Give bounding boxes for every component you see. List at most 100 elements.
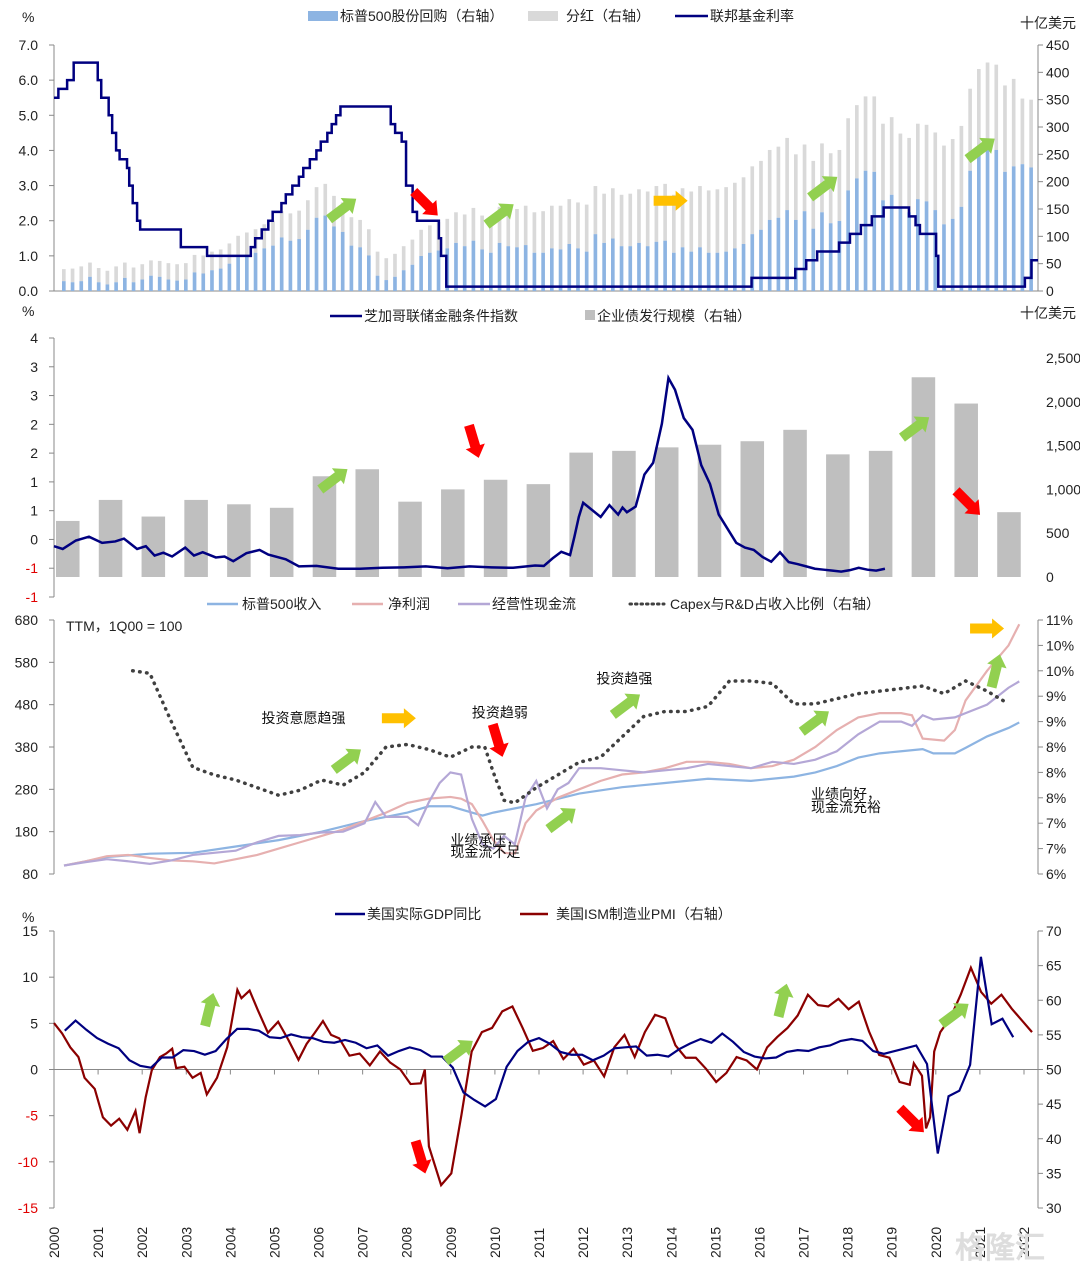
- buyback-bar: [977, 152, 981, 291]
- annotation-text: 投资趋强: [596, 671, 652, 687]
- left-tick-label: 380: [15, 739, 39, 755]
- green-arrow-up-right: [317, 468, 348, 494]
- buyback-bar: [802, 211, 807, 291]
- buyback-bar: [593, 234, 598, 291]
- bond-issuance-bar: [569, 452, 593, 577]
- buyback-bar: [367, 255, 371, 291]
- buyback-bar: [245, 254, 249, 291]
- x-tick-label: 2014: [663, 1227, 679, 1258]
- bond-issuance-bar: [954, 403, 978, 577]
- buyback-bar: [332, 226, 336, 291]
- dividend-bar: [358, 219, 362, 248]
- dividend-bar: [489, 217, 493, 253]
- right-tick-label: 10%: [1046, 637, 1074, 653]
- buyback-bar: [1029, 167, 1033, 291]
- right-tick-label: 300: [1046, 119, 1070, 135]
- dividend-bar: [428, 225, 432, 253]
- buyback-bar: [314, 217, 319, 291]
- green-arrow-up-right: [938, 1003, 969, 1029]
- panel4-header: % 美国实际GDP同比 美国ISM制造业PMI（右轴）: [22, 906, 732, 925]
- buyback-bar: [323, 215, 328, 291]
- dividend-bar: [1003, 85, 1007, 172]
- buyback-bar: [157, 276, 162, 291]
- buyback-bar: [785, 210, 789, 291]
- x-tick-label: 2020: [928, 1227, 944, 1258]
- legend-swatch-dividend: [528, 11, 558, 21]
- bond-issuance-bar: [184, 499, 208, 577]
- buyback-bar: [419, 256, 423, 291]
- dividend-bar: [497, 206, 502, 243]
- x-tick-label: 2013: [619, 1227, 635, 1258]
- x-tick-label: 2005: [266, 1227, 282, 1258]
- left-tick-label: 2: [30, 445, 38, 461]
- dividend-bar: [192, 254, 197, 273]
- dividend-bar: [419, 229, 423, 257]
- dividend-bar: [619, 194, 624, 247]
- buyback-bar: [166, 279, 171, 291]
- right-tick-label: 2,000: [1046, 394, 1080, 410]
- right-tick-label: 500: [1046, 525, 1070, 541]
- red-arrow-down: [410, 1139, 432, 1174]
- dividend-bar: [384, 258, 389, 281]
- legend-label-fedrate: 联邦基金利率: [710, 8, 794, 24]
- buyback-bar: [253, 252, 258, 291]
- right-tick-label: 2,500: [1046, 350, 1080, 366]
- buyback-bar: [218, 268, 223, 291]
- left-tick-label: 4: [30, 330, 38, 346]
- left-tick-label: -10: [18, 1154, 38, 1170]
- right-tick-label: 8%: [1046, 739, 1066, 755]
- dividend-bar: [323, 183, 328, 216]
- x-tick-label: 2017: [796, 1227, 812, 1258]
- right-tick-label: 0: [1046, 569, 1054, 585]
- dividend-bar: [70, 268, 75, 283]
- dividend-bar: [602, 193, 606, 243]
- dividend-bar: [1020, 98, 1025, 165]
- left-tick-label: 6.0: [19, 72, 39, 88]
- dividend-bar: [785, 137, 789, 211]
- dividend-bar: [149, 260, 153, 276]
- buyback-bar: [950, 218, 955, 291]
- dividend-bar: [715, 189, 720, 253]
- dividend-bar: [1029, 99, 1033, 168]
- buyback-bar: [898, 206, 903, 291]
- right-tick-label: 0: [1046, 283, 1054, 299]
- x-tick-label: 2000: [46, 1227, 62, 1258]
- dividend-bar: [794, 154, 798, 220]
- buyback-bar: [567, 243, 572, 291]
- right-tick-label: 150: [1046, 201, 1070, 217]
- buyback-bar: [881, 200, 885, 291]
- dividend-bar: [977, 69, 981, 153]
- x-tick-label: 2012: [575, 1227, 591, 1258]
- dividend-bar: [523, 205, 528, 246]
- dividend-bar: [645, 191, 650, 247]
- legend-label-cashflow: 经营性现金流: [492, 596, 576, 612]
- buyback-bar: [776, 217, 781, 291]
- buyback-bar: [88, 276, 92, 291]
- bond-issuance-bar: [868, 450, 893, 577]
- dividend-bar: [611, 188, 615, 239]
- dividend-bar: [855, 105, 859, 179]
- dividend-bar: [637, 189, 641, 243]
- buyback-bar: [79, 281, 84, 291]
- right-tick-label: 1,500: [1046, 438, 1080, 454]
- dividend-bar: [689, 191, 694, 252]
- left-tick-label: -5: [26, 1108, 39, 1124]
- left-tick-label: 2: [30, 416, 38, 432]
- left-tick-label: 280: [15, 781, 39, 797]
- buyback-bar: [654, 241, 659, 291]
- buyback-bar: [393, 276, 397, 291]
- buyback-bar: [628, 246, 633, 291]
- x-tick-label: 2015: [707, 1227, 723, 1258]
- dividend-bar: [62, 269, 66, 282]
- red-arrow-down: [487, 722, 509, 757]
- right-tick-label: 50: [1046, 1062, 1062, 1078]
- right-tick-label: 250: [1046, 146, 1070, 162]
- dividend-bar: [297, 210, 301, 240]
- bond-issuance-bar: [911, 377, 936, 577]
- dividend-bar: [898, 133, 903, 207]
- dividend-bar: [340, 202, 345, 232]
- green-arrow-up: [200, 992, 221, 1028]
- green-arrow-up: [986, 654, 1007, 689]
- dividend-bar: [550, 205, 554, 249]
- left-tick-label: 0: [30, 531, 38, 547]
